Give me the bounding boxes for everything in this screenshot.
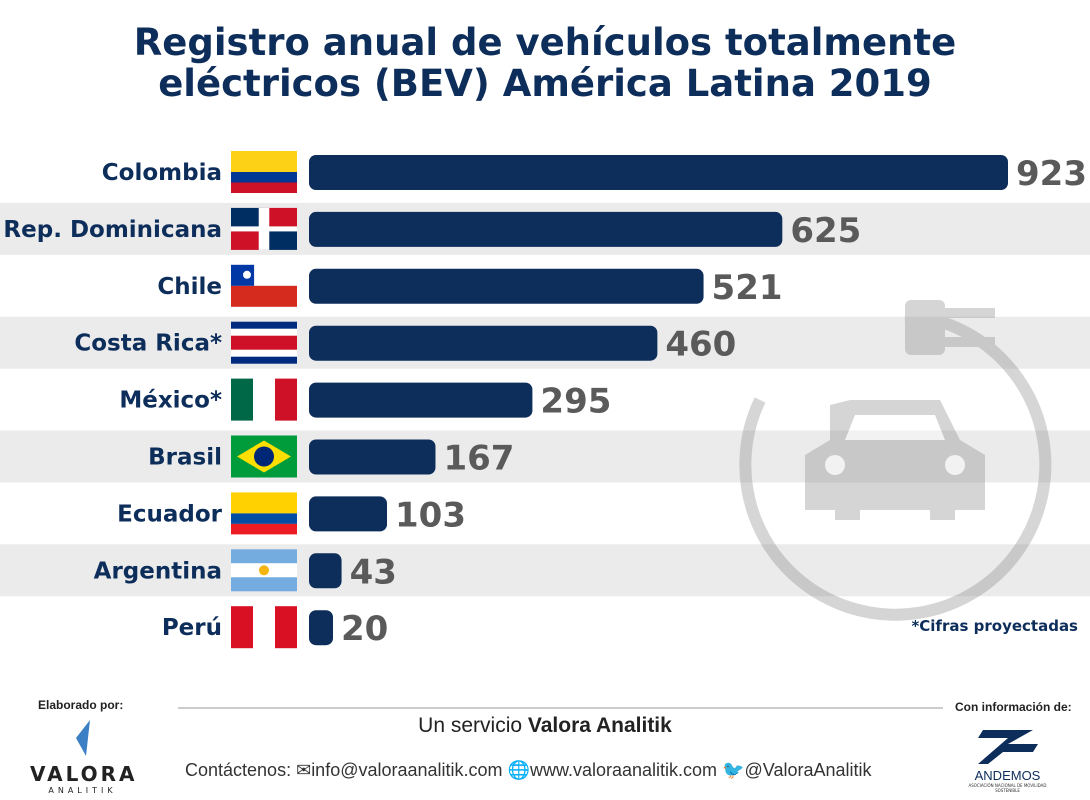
flag-icon xyxy=(231,321,297,364)
bar xyxy=(309,610,333,646)
category-label: Colombia xyxy=(102,160,222,186)
bar xyxy=(309,268,704,304)
category-label: Argentina xyxy=(94,558,222,584)
twitter-link[interactable]: @ValoraAnalitik xyxy=(744,760,872,780)
row-band xyxy=(0,544,1090,597)
flag-icon xyxy=(231,378,297,421)
category-label: Chile xyxy=(157,274,222,300)
value-label: 521 xyxy=(712,268,783,308)
flag-icon xyxy=(231,549,297,592)
row-band xyxy=(0,430,1090,483)
flag-icon xyxy=(231,606,297,649)
email-icon: ✉ xyxy=(296,760,312,780)
category-label: Ecuador xyxy=(117,501,223,527)
category-label: México* xyxy=(119,388,222,414)
value-label: 43 xyxy=(350,552,397,592)
value-label: 103 xyxy=(395,495,466,535)
flag-icon xyxy=(231,435,297,478)
bar xyxy=(309,325,658,361)
value-label: 923 xyxy=(1016,154,1087,194)
value-label: 460 xyxy=(665,325,736,365)
flag-icon xyxy=(231,207,297,250)
footnote: *Cifras proyectadas xyxy=(911,617,1078,635)
valora-logo: VALORA ANALITIK xyxy=(30,718,135,795)
value-label: 625 xyxy=(790,211,861,251)
bar xyxy=(309,496,388,532)
value-label: 20 xyxy=(341,609,388,649)
bar xyxy=(309,211,783,247)
chart-title: Registro anual de vehículos totalmente e… xyxy=(133,21,957,105)
email-link[interactable]: info@valoraanalitik.com xyxy=(311,760,503,780)
web-link[interactable]: www.valoraanalitik.com xyxy=(529,760,718,780)
electric-car-plug-icon xyxy=(739,300,1052,621)
bar xyxy=(309,382,533,418)
twitter-icon: 🐦 xyxy=(722,760,745,780)
service-line: Un servicio Valora Analitik xyxy=(418,714,672,737)
category-label: Brasil xyxy=(148,445,222,471)
category-label: Rep. Dominicana xyxy=(3,217,222,243)
footer-divider xyxy=(178,707,943,709)
bar xyxy=(309,553,342,589)
flag-icon xyxy=(231,492,297,535)
web-icon: 🌐 xyxy=(507,760,530,780)
bar xyxy=(309,155,1008,190)
contact-line: Contáctenos: ✉info@valoraanalitik.com 🌐w… xyxy=(185,760,872,780)
source-label: Con información de: xyxy=(955,700,1072,714)
bar xyxy=(309,439,436,475)
valora-logo-icon xyxy=(75,720,90,756)
value-label: 167 xyxy=(443,439,514,479)
andemos-logo-icon xyxy=(977,730,1038,764)
value-label: 295 xyxy=(540,382,611,422)
category-label: Perú xyxy=(162,615,222,641)
category-label: Costa Rica* xyxy=(74,331,222,357)
andemos-logo: ANDEMOS ASOCIACIÓN NACIONAL DE MOVILIDAD… xyxy=(960,722,1055,793)
flag-icon xyxy=(231,151,297,193)
made-by-label: Elaborado por: xyxy=(38,698,124,712)
flag-icon xyxy=(231,264,297,307)
